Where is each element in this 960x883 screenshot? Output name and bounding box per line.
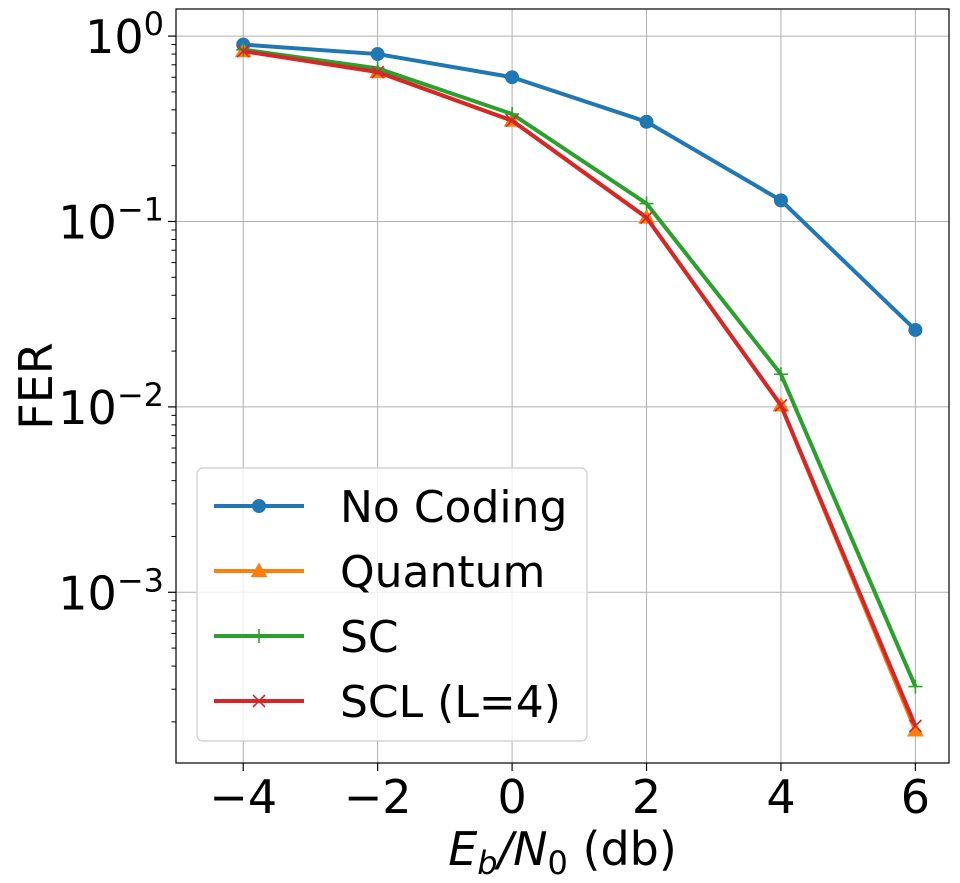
x-tick-label: 2 — [632, 770, 661, 824]
series-line-sc — [242, 47, 918, 688]
legend-marker-scl-l-4 — [252, 694, 266, 708]
legend-box — [196, 467, 588, 742]
data-point-scl-l-4 — [371, 65, 385, 79]
legend: No Coding Quantum SC SCL (L=4) — [196, 467, 588, 742]
data-point-no-coding — [908, 322, 923, 337]
series-line-no-coding — [243, 42, 917, 332]
legend-label-no-coding: No Coding — [340, 482, 567, 533]
data-point-scl-l-4 — [774, 398, 788, 412]
x-tick-label: 4 — [766, 770, 795, 824]
x-tick-label: 0 — [497, 770, 526, 824]
data-point-sc — [639, 196, 654, 211]
legend-marker-no-coding — [252, 499, 266, 513]
x-tick-label: −2 — [344, 770, 412, 824]
series-sc — [236, 42, 923, 694]
data-point-no-coding — [505, 70, 520, 85]
data-point-sc — [908, 679, 923, 694]
data-point-no-coding — [773, 193, 788, 208]
data-point-scl-l-4 — [236, 44, 250, 58]
legend-label-quantum: Quantum — [340, 547, 545, 598]
series-line-scl-l-4 — [242, 49, 918, 727]
legend-marker-sc — [252, 629, 266, 643]
tick-layer: −4 −2 0 2 4 6 100 10−1 10−2 10−3 — [58, 5, 930, 824]
y-axis-title: FER — [9, 342, 63, 430]
data-point-no-coding — [370, 47, 385, 62]
data-point-scl-l-4 — [505, 114, 519, 128]
data-point-scl-l-4 — [908, 719, 922, 733]
series-scl-l-4 — [236, 44, 922, 733]
legend-marker-quantum — [250, 562, 268, 578]
y-tick-label: 10−1 — [58, 190, 164, 249]
data-point-no-coding — [639, 114, 654, 129]
y-tick-label: 10−3 — [58, 561, 164, 620]
series-no-coding — [236, 37, 923, 337]
minor-ticks — [171, 44, 176, 723]
data-point-sc — [773, 367, 788, 382]
legend-label-scl-l-4: SCL (L=4) — [340, 677, 561, 728]
x-axis-title: Eb/N0 (db) — [448, 822, 677, 882]
x-tick-label: −4 — [209, 770, 277, 824]
grid-layer — [176, 9, 949, 763]
x-tick-label: 6 — [901, 770, 930, 824]
y-tick-label: 10−2 — [58, 376, 164, 435]
y-tick-label: 100 — [85, 5, 164, 64]
plot-frame — [175, 8, 950, 764]
legend-label-sc: SC — [340, 612, 399, 663]
data-point-sc — [236, 42, 251, 57]
data-point-scl-l-4 — [639, 210, 654, 225]
series-layer — [234, 37, 924, 737]
